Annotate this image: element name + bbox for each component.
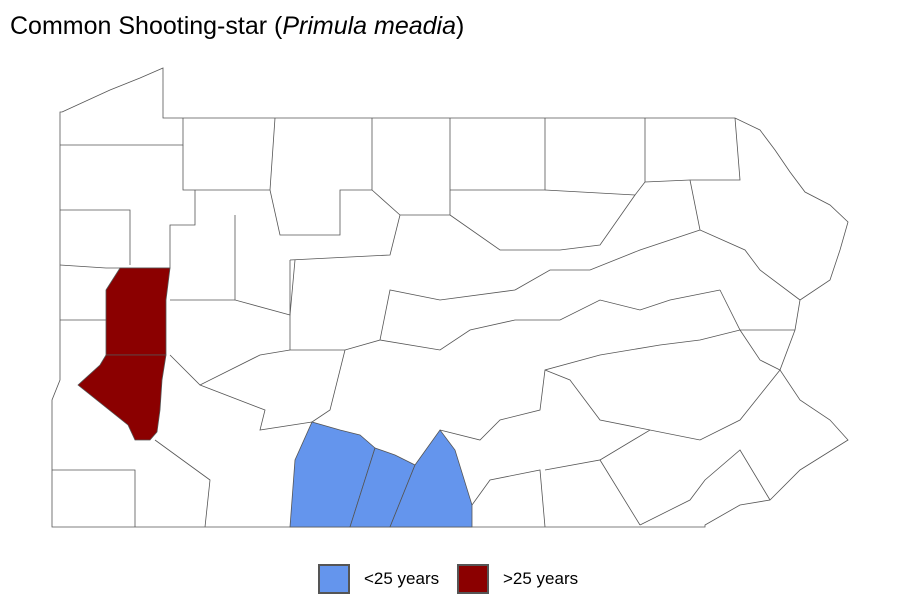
legend-swatch-red — [457, 564, 489, 594]
legend-item-gt25: >25 years — [457, 564, 578, 594]
title-common-name: Common Shooting-star ( — [10, 12, 283, 40]
county-lt25-east — [389, 429, 473, 528]
state-outline — [51, 67, 849, 528]
county-lt25-mid — [349, 447, 416, 528]
map-title: Common Shooting-star (Primula meadia) — [10, 12, 464, 41]
county-boundaries — [51, 67, 849, 528]
county-gt25-upper — [105, 267, 171, 356]
title-close: ) — [456, 12, 465, 40]
legend-item-lt25: <25 years — [318, 564, 439, 594]
county-gt25-lower — [77, 354, 167, 441]
legend-swatch-blue — [318, 564, 350, 594]
title-scientific-name: Primula meadia — [282, 12, 457, 40]
legend-label: >25 years — [503, 569, 579, 588]
legend-label: <25 years — [364, 569, 440, 588]
